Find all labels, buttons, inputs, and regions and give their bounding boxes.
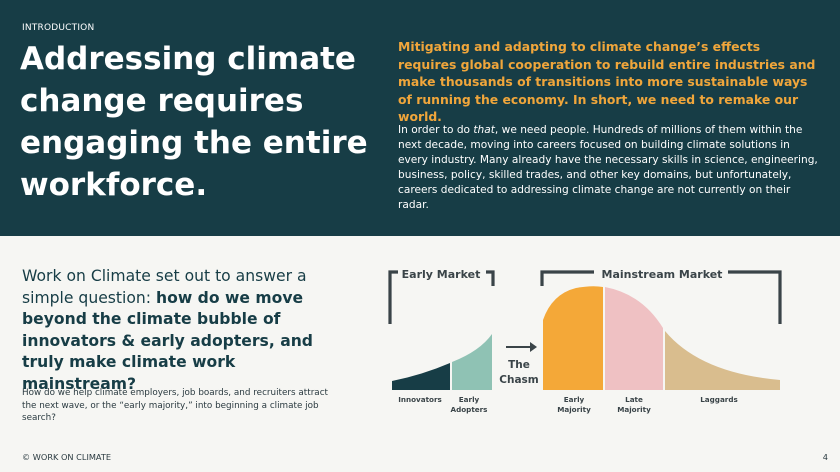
segment-label-innovators: Innovators [398, 395, 442, 404]
mainstream-market-label: Mainstream Market [602, 268, 723, 281]
segment-label-laggards: Laggards [700, 395, 738, 404]
early-market-label: Early Market [402, 268, 481, 281]
lead-paragraph: Mitigating and adapting to climate chang… [398, 39, 816, 124]
early-market-bracket [388, 270, 495, 324]
footer-copyright: © WORK ON CLIMATE [22, 452, 112, 462]
segment-label-early-adopters-2: Adopters [451, 405, 488, 414]
page-number: 4 [822, 452, 828, 462]
chasm-label-line2: Chasm [499, 374, 539, 386]
intro-banner: INTRODUCTION Addressing climate change r… [0, 0, 840, 236]
early-adopters-segment [452, 334, 492, 390]
mainstream-market-bracket [540, 270, 782, 324]
question-emphasis: how do we move beyond the climate bubble… [22, 288, 313, 393]
question-intro: Work on Climate set out to answer a simp… [22, 267, 307, 307]
key-question: Work on Climate set out to answer a simp… [22, 266, 352, 395]
late-majority-segment [605, 287, 663, 390]
segment-label-early-majority-1: Early [564, 395, 585, 404]
section-label: INTRODUCTION [22, 23, 95, 33]
body-text-emphasis: that [473, 124, 495, 136]
body-text-end: , we need people. Hundreds of millions o… [398, 124, 818, 212]
segment-label-early-majority-2: Majority [557, 405, 591, 414]
early-majority-segment [543, 286, 603, 390]
chasm-arrow-head [530, 342, 537, 352]
adoption-curve-diagram: Early Market Mainstream Market The Chasm… [388, 268, 782, 414]
body-text-start: In order to do [398, 124, 474, 136]
laggards-segment [665, 331, 780, 390]
segment-label-early-adopters-1: Early [459, 395, 480, 404]
chasm-label-line1: The [508, 359, 530, 371]
segment-label-late-majority-1: Late [625, 395, 643, 404]
sub-question: How do we help climate employers, job bo… [22, 388, 328, 423]
page-title: Addressing climate change requires engag… [20, 41, 368, 203]
innovators-segment [392, 363, 450, 390]
body-paragraph: In order to do that, we need people. Hun… [398, 123, 818, 214]
segment-label-late-majority-2: Majority [617, 405, 651, 414]
